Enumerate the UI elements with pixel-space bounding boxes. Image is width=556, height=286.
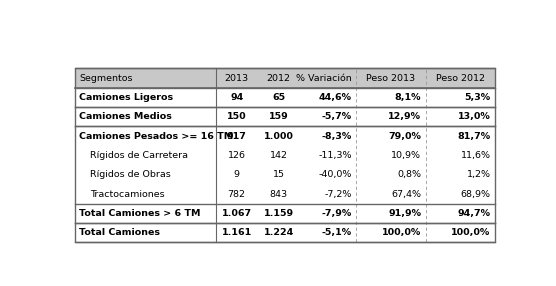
- Text: 8,1%: 8,1%: [395, 93, 421, 102]
- Text: Tractocamiones: Tractocamiones: [90, 190, 165, 198]
- Text: -11,3%: -11,3%: [319, 151, 352, 160]
- Text: Segmentos: Segmentos: [80, 74, 133, 83]
- Text: -40,0%: -40,0%: [319, 170, 352, 179]
- Text: 2012: 2012: [267, 74, 291, 83]
- Text: 68,9%: 68,9%: [460, 190, 490, 198]
- Bar: [75, 184, 495, 204]
- Text: 91,9%: 91,9%: [388, 209, 421, 218]
- Text: 100,0%: 100,0%: [382, 228, 421, 237]
- Text: 0,8%: 0,8%: [397, 170, 421, 179]
- Text: 5,3%: 5,3%: [464, 93, 490, 102]
- Text: 1.161: 1.161: [221, 228, 252, 237]
- Text: -7,9%: -7,9%: [322, 209, 352, 218]
- Bar: [75, 165, 495, 184]
- Text: -5,7%: -5,7%: [322, 112, 352, 121]
- Text: -7,2%: -7,2%: [325, 190, 352, 198]
- Text: Peso 2013: Peso 2013: [366, 74, 415, 83]
- Text: 79,0%: 79,0%: [388, 132, 421, 141]
- Bar: [75, 223, 495, 243]
- Text: 9: 9: [234, 170, 240, 179]
- Bar: [75, 204, 495, 223]
- Text: % Variación: % Variación: [296, 74, 352, 83]
- Text: 81,7%: 81,7%: [458, 132, 490, 141]
- Text: Rígidos de Carretera: Rígidos de Carretera: [90, 151, 188, 160]
- Text: 1.224: 1.224: [264, 228, 294, 237]
- Text: Rígidos de Obras: Rígidos de Obras: [90, 170, 171, 179]
- Text: 94,7%: 94,7%: [458, 209, 490, 218]
- Bar: [75, 68, 495, 243]
- Text: 2013: 2013: [225, 74, 249, 83]
- Bar: [75, 88, 495, 107]
- Text: Camiones Ligeros: Camiones Ligeros: [80, 93, 173, 102]
- Bar: [75, 126, 495, 146]
- Text: 782: 782: [228, 190, 246, 198]
- Text: Total Camiones: Total Camiones: [80, 228, 161, 237]
- Text: 65: 65: [272, 93, 285, 102]
- Text: 142: 142: [270, 151, 287, 160]
- Text: Total Camiones > 6 TM: Total Camiones > 6 TM: [80, 209, 201, 218]
- Text: 67,4%: 67,4%: [391, 190, 421, 198]
- Text: Camiones Medios: Camiones Medios: [80, 112, 172, 121]
- Text: 94: 94: [230, 93, 244, 102]
- Text: 1,2%: 1,2%: [466, 170, 490, 179]
- Text: Camiones Pesados >= 16 TM: Camiones Pesados >= 16 TM: [80, 132, 234, 141]
- Text: Peso 2012: Peso 2012: [436, 74, 485, 83]
- Text: 44,6%: 44,6%: [319, 93, 352, 102]
- Text: 10,9%: 10,9%: [391, 151, 421, 160]
- Text: 11,6%: 11,6%: [460, 151, 490, 160]
- Text: 100,0%: 100,0%: [451, 228, 490, 237]
- Text: 12,9%: 12,9%: [388, 112, 421, 121]
- Bar: [75, 146, 495, 165]
- Text: 1.000: 1.000: [264, 132, 294, 141]
- Text: 1.159: 1.159: [264, 209, 294, 218]
- Text: 150: 150: [227, 112, 246, 121]
- Text: 159: 159: [269, 112, 289, 121]
- Text: 843: 843: [270, 190, 287, 198]
- Text: 13,0%: 13,0%: [458, 112, 490, 121]
- Text: -8,3%: -8,3%: [322, 132, 352, 141]
- Text: -5,1%: -5,1%: [322, 228, 352, 237]
- Bar: [75, 107, 495, 126]
- Text: 917: 917: [227, 132, 247, 141]
- Text: 1.067: 1.067: [222, 209, 252, 218]
- Bar: [75, 68, 495, 88]
- Text: 15: 15: [272, 170, 285, 179]
- Text: 126: 126: [228, 151, 246, 160]
